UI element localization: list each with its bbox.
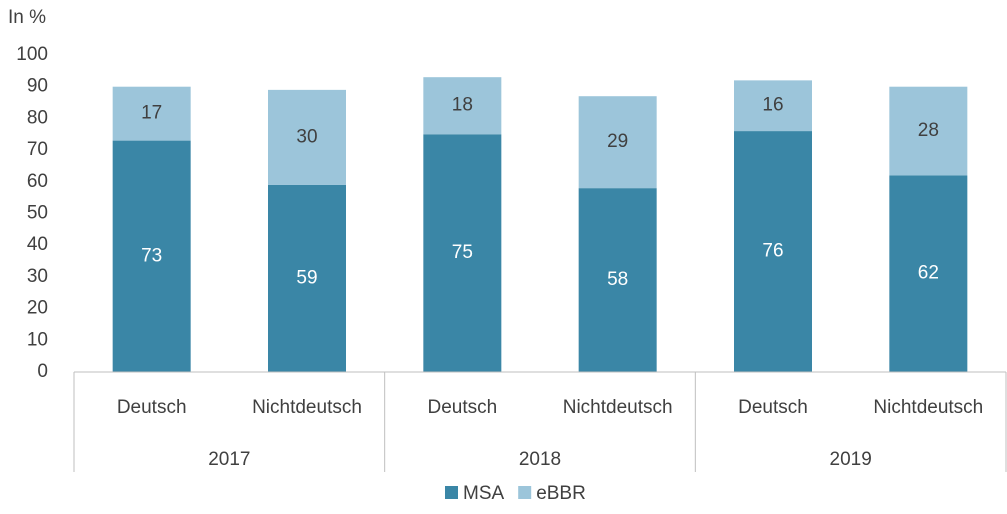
data-label: 75 [452,242,473,263]
x-tick-label: Nichtdeutsch [563,397,673,418]
data-label: 73 [141,245,162,266]
y-tick-label: 100 [16,44,48,65]
bar-segment [578,96,657,189]
bar-segment [889,86,968,176]
bar-segment [889,175,968,372]
x-tick-label: Nichtdeutsch [252,397,362,418]
group-label: 2018 [519,449,561,470]
bar-segment [578,188,657,372]
y-tick-label: 90 [27,76,48,97]
x-tick-label: Nichtdeutsch [873,397,983,418]
data-label: 62 [918,263,939,284]
y-tick-label: 30 [27,266,48,287]
y-tick-label: 80 [27,107,48,128]
group-label: 2017 [208,449,250,470]
legend-label: eBBR [536,483,586,504]
y-tick-label: 70 [27,139,48,160]
y-tick-label: 20 [27,298,48,319]
data-label: 29 [607,131,628,152]
data-label: 58 [607,269,628,290]
y-axis-label: In % [8,7,46,28]
x-tick-label: Deutsch [738,397,808,418]
bar-segment [112,86,191,141]
data-label: 76 [762,241,783,262]
data-label: 16 [762,95,783,116]
bar-segment [268,184,346,372]
bar-segment [734,80,812,132]
x-tick-label: Deutsch [427,397,497,418]
bar-segment [423,134,502,372]
bar-segment [734,131,812,372]
data-label: 30 [296,126,317,147]
legend-label: MSA [463,483,505,504]
group-label: 2019 [830,449,872,470]
legend-swatch [518,486,532,499]
data-label: 18 [452,95,473,116]
y-tick-label: 0 [37,361,48,382]
legend-swatch [445,486,458,499]
data-label: 59 [296,268,317,289]
bar-segment [112,140,191,372]
y-tick-label: 10 [27,329,48,350]
x-tick-label: Deutsch [117,397,187,418]
bar-segment [423,77,502,135]
y-tick-label: 60 [27,171,48,192]
bar-segment [268,89,346,185]
y-tick-label: 40 [27,234,48,255]
data-label: 28 [918,120,939,141]
data-label: 17 [141,103,162,124]
y-tick-label: 50 [27,203,48,224]
